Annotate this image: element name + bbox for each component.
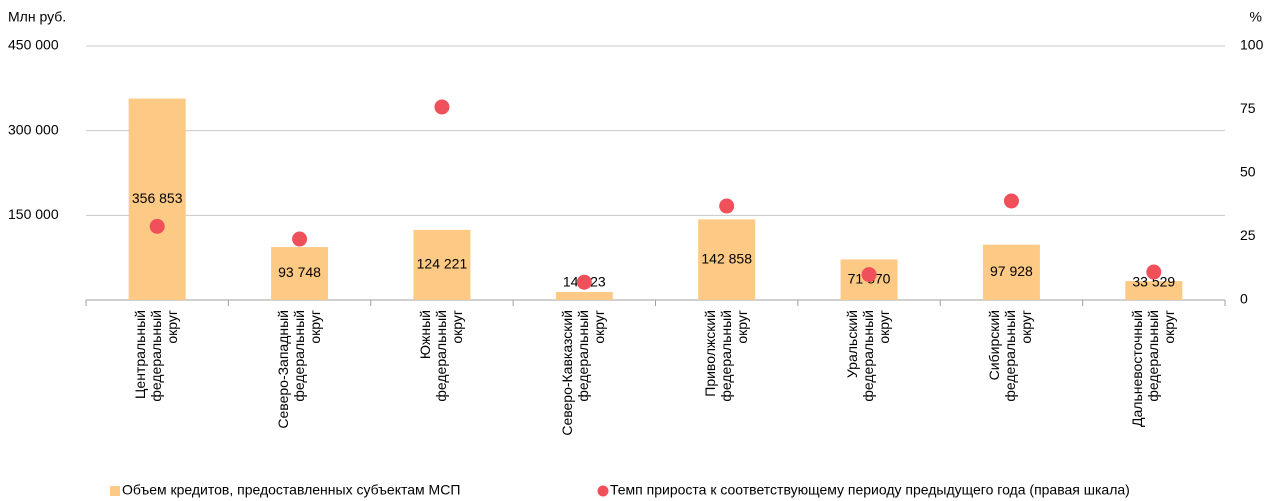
dot — [576, 274, 592, 290]
legend-swatch — [597, 485, 609, 497]
x-tick-label: Дальневосточный федеральный округ — [1128, 310, 1177, 427]
x-tick-label: Северо-Западный федеральный округ — [274, 310, 323, 429]
y-axis-label: Млн руб. — [8, 9, 66, 25]
bar — [128, 98, 186, 300]
data-label: 93 748 — [278, 264, 321, 280]
data-label: 142 858 — [701, 250, 752, 266]
bar — [698, 219, 756, 300]
x-tick-label: Приволжский федеральный округ — [701, 310, 750, 402]
x-tick-label: Южный федеральный округ — [416, 310, 465, 402]
y2-tick-label: 0 — [1240, 291, 1248, 307]
bar — [271, 247, 329, 300]
legend-label: Темп прироста к соответствующему периоду… — [610, 482, 1130, 498]
y-tick-label: 450 000 — [8, 37, 59, 53]
x-tick-label: Уральский федеральный округ — [844, 310, 893, 402]
dot — [292, 231, 308, 247]
dot — [434, 99, 450, 115]
y2-tick-label: 75 — [1240, 100, 1256, 116]
data-label: 124 221 — [417, 256, 468, 272]
y2-tick-label: 50 — [1240, 164, 1256, 180]
x-tick-label: Центральный федеральный округ — [132, 310, 181, 402]
data-label: 33 529 — [1132, 274, 1175, 290]
dot — [1003, 193, 1019, 209]
x-tick-label: Сибирский федеральный округ — [986, 310, 1035, 402]
y2-tick-label: 25 — [1240, 227, 1256, 243]
bar — [982, 244, 1040, 300]
dot — [861, 267, 877, 283]
dot — [1146, 264, 1162, 280]
dot — [149, 218, 165, 234]
y2-axis-label: % — [1250, 9, 1262, 25]
bar — [555, 292, 613, 300]
legend-swatch — [110, 486, 120, 496]
bar — [1125, 281, 1183, 300]
y-tick-label: 300 000 — [8, 121, 59, 137]
x-tick-label: Северо-Кавказский федеральный округ — [559, 310, 608, 436]
y2-tick-label: 100 — [1240, 37, 1264, 53]
y-tick-label: 150 000 — [8, 206, 59, 222]
data-label: 356 853 — [132, 190, 183, 206]
dot — [719, 198, 735, 214]
bar — [413, 229, 471, 300]
data-label: 97 928 — [990, 263, 1033, 279]
legend-label: Объем кредитов, предоставленных субъекта… — [122, 482, 460, 498]
